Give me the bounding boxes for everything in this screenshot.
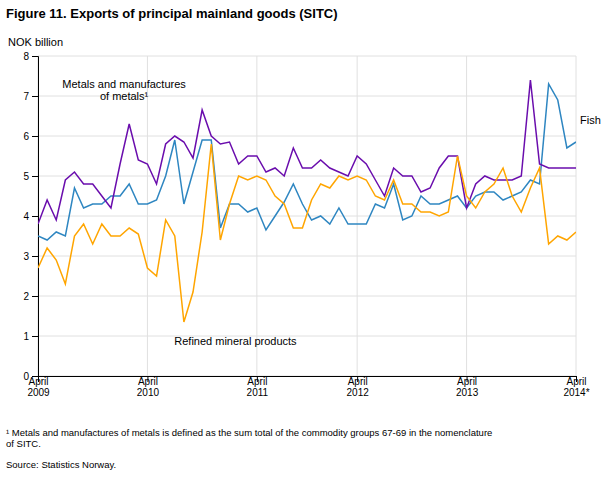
series-label: Fish bbox=[580, 114, 601, 126]
tick-label: 8 bbox=[23, 51, 29, 62]
text-line: 2010 bbox=[137, 387, 160, 398]
text-line: ¹ Metals and manufactures of metals is d… bbox=[6, 427, 492, 438]
title: Figure 11. Exports of principal mainland… bbox=[6, 6, 338, 21]
tick: 5 bbox=[23, 171, 38, 182]
tick-label: 3 bbox=[23, 251, 29, 262]
tick-mark bbox=[32, 96, 38, 97]
grid-line-x bbox=[466, 56, 467, 376]
text-line: April bbox=[348, 376, 368, 387]
tick: April2013 bbox=[456, 376, 479, 398]
chart: Figure 11. Exports of principal mainland… bbox=[0, 0, 610, 488]
text-line: Refined mineral products bbox=[174, 335, 297, 347]
tick-label: April2009 bbox=[27, 376, 50, 398]
tick: 7 bbox=[23, 91, 38, 102]
text-line: April bbox=[28, 376, 48, 387]
series-label: Metals and manufacturesof metals¹ bbox=[62, 78, 186, 102]
tick-mark bbox=[32, 256, 38, 257]
series-label: Refined mineral products bbox=[174, 335, 297, 347]
footnote: ¹ Metals and manufactures of metals is d… bbox=[6, 427, 492, 449]
grid-line-x bbox=[576, 56, 577, 376]
text-line: 2013 bbox=[456, 387, 479, 398]
text-line: 2011 bbox=[247, 387, 269, 398]
text-line: April bbox=[457, 376, 477, 387]
grid-line-x bbox=[256, 56, 257, 376]
tick-mark bbox=[32, 136, 38, 137]
grid-line-y bbox=[38, 176, 576, 177]
grid-line-y bbox=[38, 256, 576, 257]
text-line: April bbox=[566, 376, 586, 387]
tick-label: 6 bbox=[23, 131, 29, 142]
grid bbox=[38, 56, 576, 376]
text-line: of SITC. bbox=[6, 438, 41, 449]
axis-title: NOK billion bbox=[8, 36, 63, 48]
tick-label: April2011 bbox=[247, 376, 269, 398]
grid-line-y bbox=[38, 56, 576, 57]
tick-label: 1 bbox=[23, 331, 29, 342]
x-axis: April2009April2010April2011April2012Apri… bbox=[27, 376, 589, 398]
text-line: April bbox=[247, 376, 267, 387]
series-line bbox=[38, 84, 576, 240]
text-line: Metals and manufactures bbox=[62, 78, 186, 90]
tick-label: 5 bbox=[23, 171, 29, 182]
tick-mark bbox=[32, 56, 38, 57]
tick: 1 bbox=[23, 331, 38, 342]
tick: 3 bbox=[23, 251, 38, 262]
tick: 2 bbox=[23, 291, 38, 302]
grid-line-x bbox=[147, 56, 148, 376]
text-line: 2012 bbox=[347, 387, 370, 398]
tick: April2011 bbox=[247, 376, 269, 398]
tick: April2014* bbox=[563, 376, 589, 398]
grid-line-y bbox=[38, 136, 576, 137]
tick-label: April2013 bbox=[456, 376, 479, 398]
tick-label: April2012 bbox=[347, 376, 370, 398]
tick: 6 bbox=[23, 131, 38, 142]
tick: April2012 bbox=[347, 376, 370, 398]
tick-label: 4 bbox=[23, 211, 29, 222]
tick-label: 2 bbox=[23, 291, 29, 302]
text-line: Fish bbox=[580, 114, 601, 126]
text-line: 2014* bbox=[563, 387, 589, 398]
axis-line bbox=[39, 377, 577, 383]
series-line bbox=[38, 144, 576, 322]
tick-mark bbox=[32, 296, 38, 297]
tick: 4 bbox=[23, 211, 38, 222]
tick-mark bbox=[32, 336, 38, 337]
text-line: April bbox=[138, 376, 158, 387]
tick-mark bbox=[32, 176, 38, 177]
grid-line-y bbox=[38, 296, 576, 297]
tick-label: 7 bbox=[23, 91, 29, 102]
text-line: 2009 bbox=[27, 387, 50, 398]
grid-line-x bbox=[357, 56, 358, 376]
axis-line bbox=[32, 57, 39, 377]
plot: 012345678April2009April2010April2011Apri… bbox=[23, 51, 600, 398]
tick-mark bbox=[32, 216, 38, 217]
tick: April2010 bbox=[137, 376, 160, 398]
tick-label: April2010 bbox=[137, 376, 160, 398]
y-axis: 012345678 bbox=[23, 51, 38, 382]
tick-label: April2014* bbox=[563, 376, 589, 398]
series-labels: Fish Metals and manufacturesof metals¹ Ref… bbox=[62, 78, 600, 347]
lines bbox=[38, 80, 576, 322]
tick: 8 bbox=[23, 51, 38, 62]
tick: April2009 bbox=[27, 376, 50, 398]
series-line bbox=[38, 80, 576, 224]
text-line: of metals¹ bbox=[100, 90, 149, 102]
text-line: Source: Statistics Norway. bbox=[6, 459, 116, 470]
grid-line-y bbox=[38, 336, 576, 337]
footnote: Source: Statistics Norway. bbox=[6, 459, 116, 470]
